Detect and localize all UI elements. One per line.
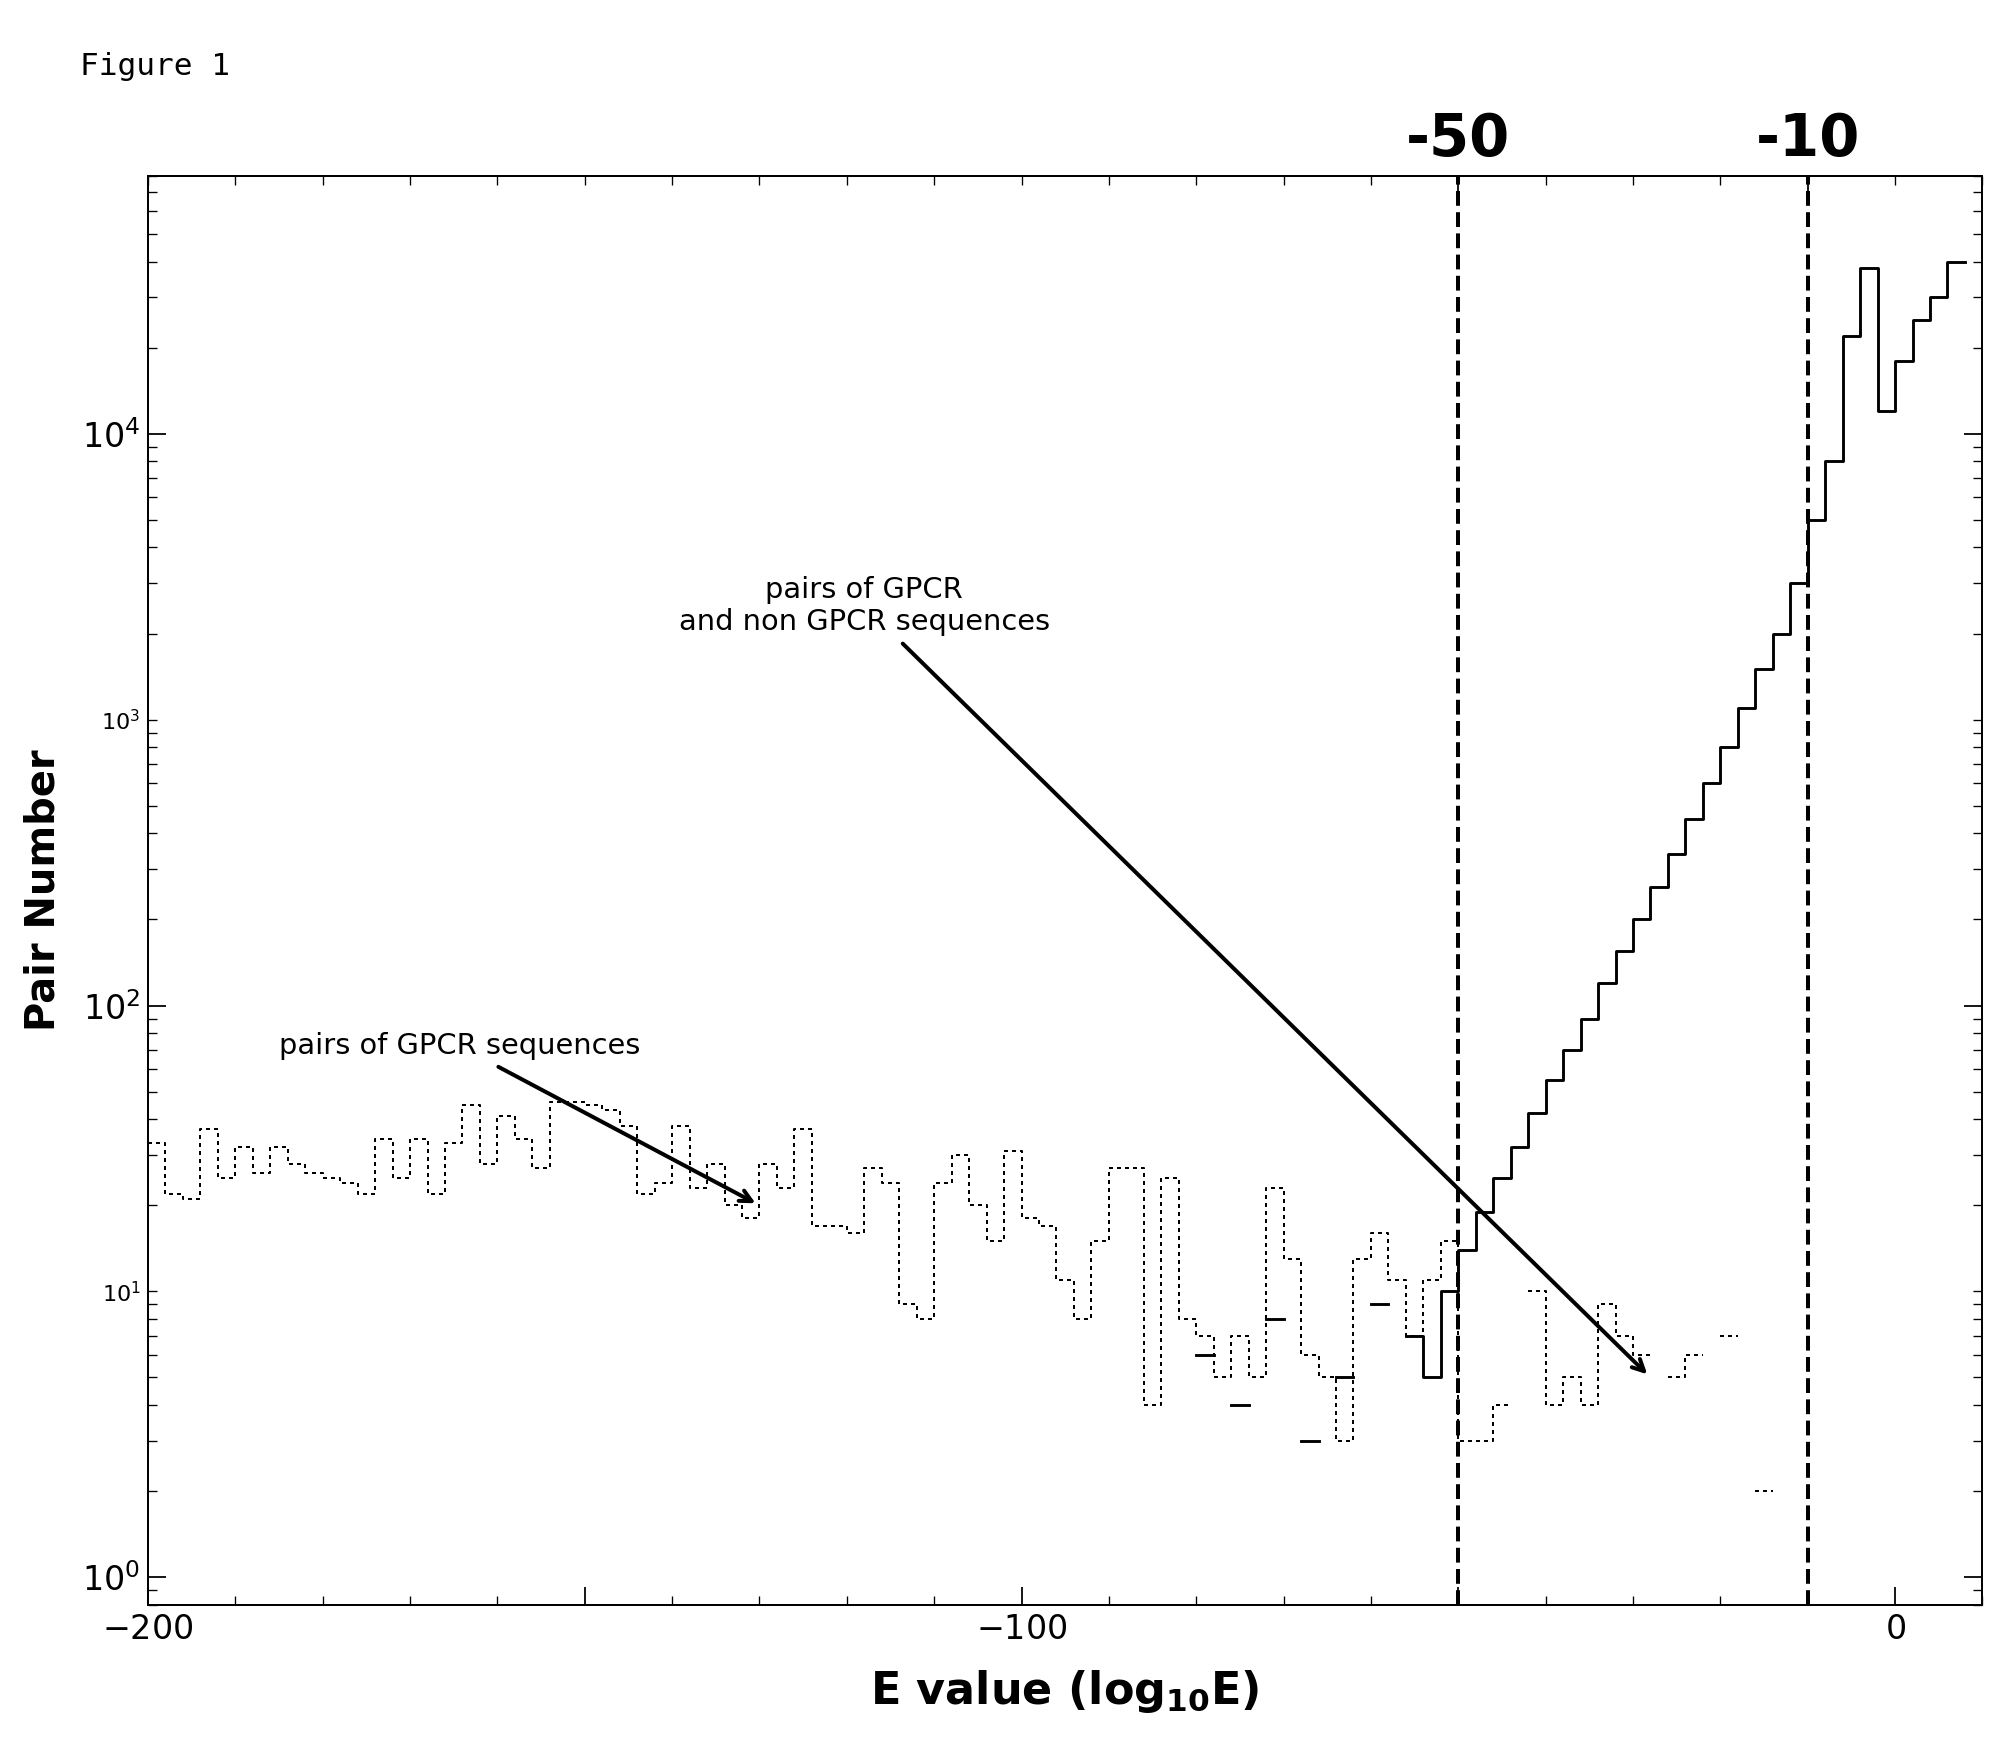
Y-axis label: Pair Number: Pair Number xyxy=(24,750,64,1031)
X-axis label: E value ($\mathbf{log_{10}E}$): E value ($\mathbf{log_{10}E}$) xyxy=(871,1668,1260,1715)
Text: Figure 1: Figure 1 xyxy=(80,52,231,82)
Text: pairs of GPCR sequences: pairs of GPCR sequences xyxy=(279,1033,752,1202)
Text: pairs of GPCR
and non GPCR sequences: pairs of GPCR and non GPCR sequences xyxy=(678,576,1643,1372)
